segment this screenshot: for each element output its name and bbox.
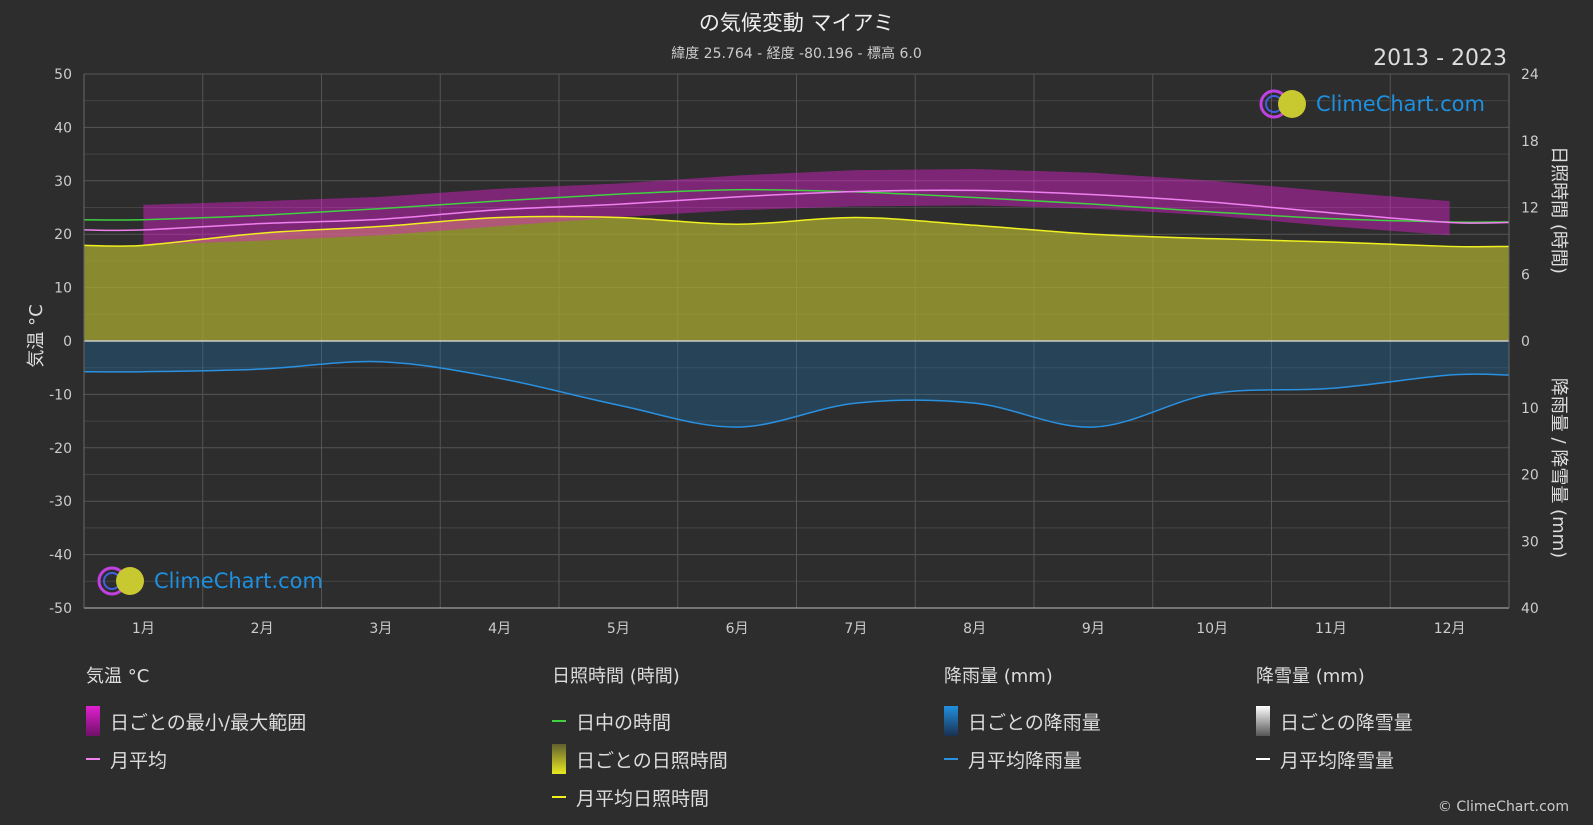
left-tick-label: -20 <box>49 441 72 457</box>
tick-labels: 50 40 30 20 10 0 -10 -20 -30 -40 -50 24 18 12 6 0 10 20 30… <box>49 67 1539 637</box>
left-tick-label: 0 <box>63 334 72 350</box>
x-tick-label: 7月 <box>844 621 867 637</box>
x-tick-label: 1月 <box>132 621 155 637</box>
x-tick-label: 6月 <box>726 621 749 637</box>
right-sunshine-tick-label: 18 <box>1521 134 1539 150</box>
right-precip-tick-label: 20 <box>1521 468 1539 484</box>
legend-item-snow-daily: 日ごとの降雪量 <box>1256 702 1413 740</box>
x-tick-label: 8月 <box>963 621 986 637</box>
swatch-daylight <box>552 720 566 722</box>
legend-item-sunshine-daily: 日ごとの日照時間 <box>552 740 728 778</box>
swatch-temp-avg <box>86 758 100 760</box>
legend-rain: 降雨量 (mm) 日ごとの降雨量 月平均降雨量 <box>944 662 1101 778</box>
x-tick-label: 11月 <box>1315 621 1347 637</box>
left-axis-label: 気温 °C <box>26 304 47 367</box>
legend-label: 月平均 <box>110 749 168 772</box>
sunshine-area <box>84 216 1509 341</box>
legend-label: 月平均降雪量 <box>1280 749 1395 772</box>
climechart-logo-icon <box>97 566 144 596</box>
climechart-logo-icon <box>1259 89 1306 119</box>
daylight-line <box>83 188 1510 223</box>
chart-title: の気候変動 マイアミ <box>698 11 895 35</box>
legend-label: 日ごとの最小/最大範囲 <box>110 711 307 734</box>
legend-item-daylight: 日中の時間 <box>552 702 728 740</box>
logo-top[interactable]: ClimeChart.com <box>1258 88 1485 120</box>
swatch-temp-range <box>86 706 100 736</box>
left-tick-label: 10 <box>54 281 72 297</box>
left-tick-label: -10 <box>49 387 72 403</box>
year-range: 2013 - 2023 <box>1373 46 1507 71</box>
legend-label: 日中の時間 <box>576 711 672 734</box>
swatch-snow-daily <box>1256 706 1270 736</box>
legend-label: 日ごとの日照時間 <box>576 749 728 772</box>
x-tick-label: 3月 <box>369 621 392 637</box>
sunshine-fill <box>84 216 1509 341</box>
legend-heading: 降雨量 (mm) <box>944 666 1053 687</box>
right-sunshine-tick-label: 24 <box>1521 67 1539 83</box>
left-tick-label: 20 <box>54 227 72 243</box>
rain-avg-line <box>83 360 1510 428</box>
right-sunshine-tick-label: 6 <box>1521 267 1530 283</box>
left-tick-label: -50 <box>49 601 72 617</box>
swatch-snow-avg <box>1256 758 1270 760</box>
legend-label: 月平均降雨量 <box>968 749 1083 772</box>
logo-bottom[interactable]: ClimeChart.com <box>96 565 323 597</box>
series-lines <box>83 188 1510 428</box>
legend-heading: 降雪量 (mm) <box>1256 666 1365 687</box>
left-tick-label: -40 <box>49 548 72 564</box>
x-tick-label: 9月 <box>1082 621 1105 637</box>
logo-text: ClimeChart.com <box>154 569 323 593</box>
axes <box>83 74 1510 609</box>
x-tick-label: 2月 <box>251 621 274 637</box>
right-precip-tick-label: 40 <box>1521 601 1539 617</box>
x-tick-label: 4月 <box>488 621 511 637</box>
left-tick-label: 30 <box>54 174 72 190</box>
right-precip-tick-label: 10 <box>1521 401 1539 417</box>
logo-text: ClimeChart.com <box>1316 92 1485 116</box>
left-tick-label: 50 <box>54 67 72 83</box>
legend-item-snow-avg: 月平均降雪量 <box>1256 740 1413 778</box>
temperature-range-area <box>143 169 1450 245</box>
legend-snow: 降雪量 (mm) 日ごとの降雪量 月平均降雪量 <box>1256 662 1413 778</box>
legend-item-temp-range: 日ごとの最小/最大範囲 <box>86 702 306 740</box>
right-sunshine-tick-label: 0 <box>1521 334 1530 350</box>
x-tick-label: 10月 <box>1196 621 1228 637</box>
legend-label: 月平均日照時間 <box>576 787 710 810</box>
chart-subtitle: 緯度 25.764 - 経度 -80.196 - 標高 6.0 <box>671 46 922 62</box>
legend-heading: 日照時間 (時間) <box>552 666 680 687</box>
temp-range-fill <box>143 169 1450 245</box>
legend-heading: 気温 °C <box>86 666 150 687</box>
rain-fill <box>84 341 1509 428</box>
right-bottom-axis-label: 降雨量 / 降雪量 (mm) <box>1548 378 1569 558</box>
swatch-sunshine-avg <box>552 796 566 798</box>
temp-avg-line <box>83 189 1510 232</box>
left-tick-label: 40 <box>54 120 72 136</box>
x-tick-label: 12月 <box>1434 621 1466 637</box>
right-precip-tick-label: 30 <box>1521 534 1539 550</box>
legend-item-rain-avg: 月平均降雨量 <box>944 740 1101 778</box>
legend-temperature: 気温 °C 日ごとの最小/最大範囲 月平均 <box>86 662 306 778</box>
right-top-axis-label: 日照時間 (時間) <box>1548 146 1569 274</box>
legend-item-rain-daily: 日ごとの降雨量 <box>944 702 1101 740</box>
legend-item-sunshine-avg: 月平均日照時間 <box>552 778 728 816</box>
copyright: © ClimeChart.com <box>1437 799 1569 815</box>
sunshine-avg-line <box>83 215 1510 248</box>
left-tick-label: -30 <box>49 494 72 510</box>
legend-label: 日ごとの降雨量 <box>968 711 1101 734</box>
legend-item-temp-avg: 月平均 <box>86 740 306 778</box>
x-tick-label: 5月 <box>607 621 630 637</box>
legend-label: 日ごとの降雪量 <box>1280 711 1413 734</box>
legend-sunshine: 日照時間 (時間) 日中の時間 日ごとの日照時間 月平均日照時間 <box>552 662 728 816</box>
right-sunshine-tick-label: 12 <box>1521 201 1539 217</box>
swatch-rain-avg <box>944 758 958 760</box>
swatch-rain-daily <box>944 706 958 736</box>
rain-area <box>84 341 1509 428</box>
swatch-sunshine-daily <box>552 744 566 774</box>
